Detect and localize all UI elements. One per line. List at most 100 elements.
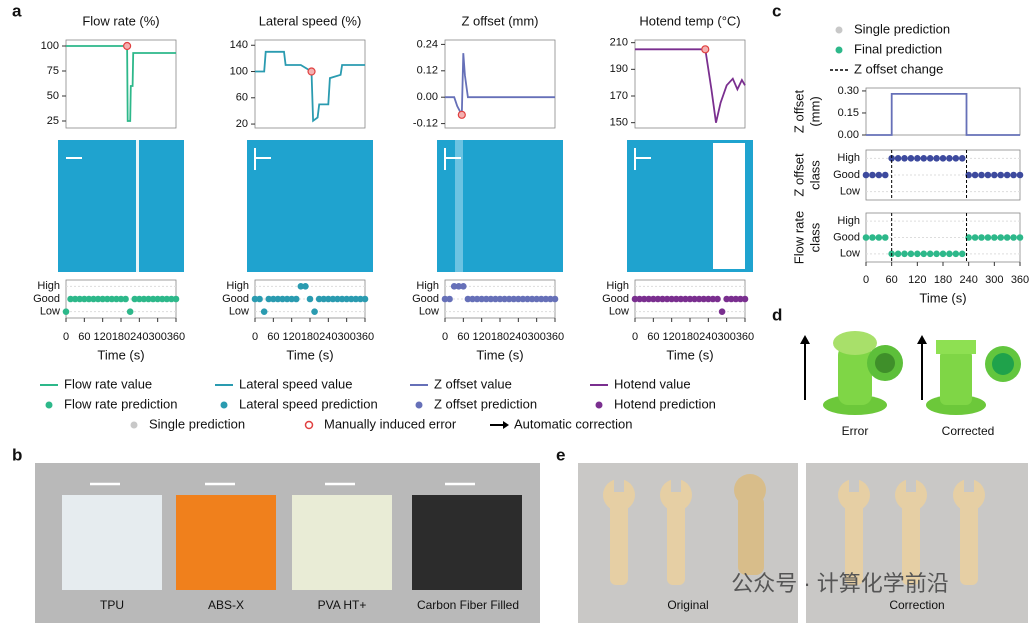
legend-label: Automatic correction bbox=[514, 416, 633, 431]
legend-swatch bbox=[595, 401, 603, 409]
prediction-dot bbox=[334, 295, 341, 303]
prediction-dot bbox=[464, 295, 472, 303]
prediction-dot bbox=[654, 295, 662, 303]
prediction-dot bbox=[631, 295, 639, 303]
prediction-dot bbox=[117, 295, 125, 303]
panel-label: b bbox=[12, 445, 22, 464]
prediction-dot bbox=[672, 295, 680, 303]
legend-label: Single prediction bbox=[149, 416, 245, 431]
prediction-dot bbox=[907, 155, 915, 162]
error-marker bbox=[701, 45, 710, 54]
prediction-dot bbox=[455, 283, 463, 290]
prediction-dot bbox=[650, 295, 657, 303]
prediction-dot bbox=[1016, 234, 1024, 241]
x-tick-label: 240 bbox=[319, 331, 337, 343]
prediction-dot bbox=[709, 295, 717, 303]
prediction-dot bbox=[122, 295, 129, 303]
y-tick-label: 190 bbox=[610, 63, 628, 75]
part-label: Error bbox=[842, 424, 869, 438]
prediction-dot bbox=[103, 295, 111, 303]
prediction-dot bbox=[997, 234, 1005, 241]
prediction-dot bbox=[668, 295, 675, 303]
prediction-dot bbox=[94, 295, 102, 303]
y-tick-label: High bbox=[226, 280, 249, 292]
prediction-dot bbox=[920, 155, 928, 162]
x-tick-label: 360 bbox=[1011, 274, 1029, 286]
prediction-dot bbox=[288, 295, 295, 303]
prediction-dot bbox=[320, 295, 328, 303]
legend-swatch bbox=[415, 401, 423, 409]
x-tick-label: 60 bbox=[78, 331, 90, 343]
prediction-dot bbox=[315, 295, 323, 303]
prediction-dot bbox=[158, 295, 166, 303]
chart-title: Flow rate (%) bbox=[82, 13, 159, 28]
x-tick-label: 0 bbox=[63, 331, 69, 343]
prediction-dot bbox=[67, 295, 74, 303]
photo-label: Correction bbox=[889, 598, 944, 612]
x-tick-label: 360 bbox=[356, 331, 374, 343]
prediction-dot bbox=[894, 250, 902, 258]
prediction-dot bbox=[1016, 171, 1024, 179]
x-tick-label: 60 bbox=[886, 274, 898, 286]
prediction-dot bbox=[901, 155, 908, 162]
print-sample bbox=[62, 495, 162, 590]
prediction-dot bbox=[482, 295, 490, 303]
prediction-dot bbox=[478, 295, 485, 303]
part-images bbox=[800, 331, 1021, 415]
y-tick-label: High bbox=[416, 280, 439, 292]
x-tick-label: 300 bbox=[717, 331, 735, 343]
prediction-dot bbox=[528, 295, 536, 303]
x-tick-label: 240 bbox=[509, 331, 527, 343]
prediction-dot bbox=[875, 234, 883, 241]
prediction-dot bbox=[907, 250, 915, 258]
prediction-dot bbox=[338, 295, 346, 303]
x-tick-label: 240 bbox=[130, 331, 148, 343]
prediction-dot bbox=[547, 295, 554, 303]
prediction-dot bbox=[695, 295, 703, 303]
error-marker bbox=[123, 41, 132, 51]
prediction-dot bbox=[270, 295, 277, 303]
x-tick-label: 60 bbox=[267, 331, 279, 343]
sample-label: ABS-X bbox=[208, 598, 244, 612]
print-sample bbox=[292, 495, 392, 590]
prediction-dot bbox=[888, 155, 895, 162]
part-label: Corrected bbox=[942, 424, 995, 438]
legend-label: Single prediction bbox=[854, 21, 950, 36]
prediction-dot bbox=[914, 155, 921, 162]
prediction-dot bbox=[149, 295, 157, 303]
prediction-dot bbox=[71, 295, 79, 303]
prediction-dot bbox=[329, 295, 337, 303]
prediction-dot bbox=[501, 295, 508, 303]
y-tick-label: Good bbox=[222, 293, 249, 305]
y-tick-label: High bbox=[37, 280, 60, 292]
prediction-dot bbox=[677, 295, 685, 303]
x-axis-label: Time (s) bbox=[476, 347, 523, 362]
x-tick-label: 180 bbox=[681, 331, 699, 343]
prediction-dot bbox=[168, 295, 175, 303]
legend-label: Lateral speed value bbox=[239, 376, 352, 391]
plot-frame bbox=[444, 39, 556, 129]
y-tick-label: Good bbox=[412, 293, 439, 305]
prediction-dot bbox=[663, 295, 671, 303]
y-axis-label: Flow rate bbox=[791, 211, 806, 264]
prediction-dot bbox=[292, 295, 300, 303]
legend-label: Lateral speed prediction bbox=[239, 396, 378, 411]
y-tick-label: Good bbox=[33, 293, 60, 305]
x-tick-label: 120 bbox=[908, 274, 926, 286]
y-tick-label: Good bbox=[602, 293, 629, 305]
prediction-dot bbox=[85, 295, 93, 303]
y-tick-label: 100 bbox=[41, 40, 59, 52]
legend-label: Flow rate value bbox=[64, 376, 152, 391]
x-tick-label: 240 bbox=[699, 331, 717, 343]
error-marker bbox=[457, 110, 466, 119]
legend-swatch bbox=[220, 401, 228, 409]
prediction-dot bbox=[450, 283, 458, 290]
y-tick-label: 150 bbox=[610, 117, 628, 129]
prediction-dot bbox=[978, 171, 985, 179]
prediction-dot bbox=[978, 234, 985, 241]
x-tick-label: 60 bbox=[457, 331, 469, 343]
prediction-dot bbox=[357, 295, 364, 303]
prediction-dot bbox=[251, 295, 259, 303]
